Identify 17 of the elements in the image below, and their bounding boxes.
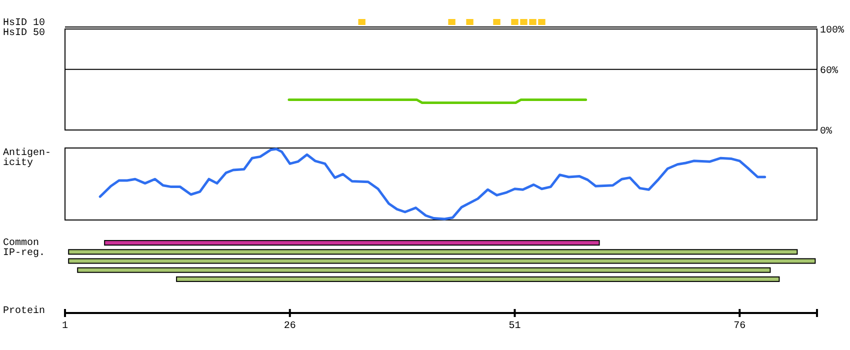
- y-tick-label: 60%: [820, 66, 838, 77]
- bar: [77, 267, 771, 273]
- x-tick-label: 1: [62, 321, 68, 332]
- bar: [104, 240, 600, 246]
- x-tick-label: 51: [508, 321, 521, 332]
- y-axis-title: Common IP-reg.: [3, 238, 46, 259]
- x-tick-label: 26: [284, 321, 296, 332]
- y-axis-title: HsID 50: [3, 28, 46, 39]
- y-tick-label: 0%: [820, 126, 832, 138]
- y-axis-title: Antigen- icity: [3, 147, 52, 169]
- bar: [68, 258, 816, 264]
- x-axis-title: Protein: [3, 305, 46, 317]
- bar: [176, 276, 780, 282]
- bar: [68, 249, 798, 255]
- y-axis-title: HsID 10: [3, 18, 46, 29]
- x-tick-label: 76: [734, 321, 746, 332]
- y-tick-label: 100%: [820, 26, 844, 36]
